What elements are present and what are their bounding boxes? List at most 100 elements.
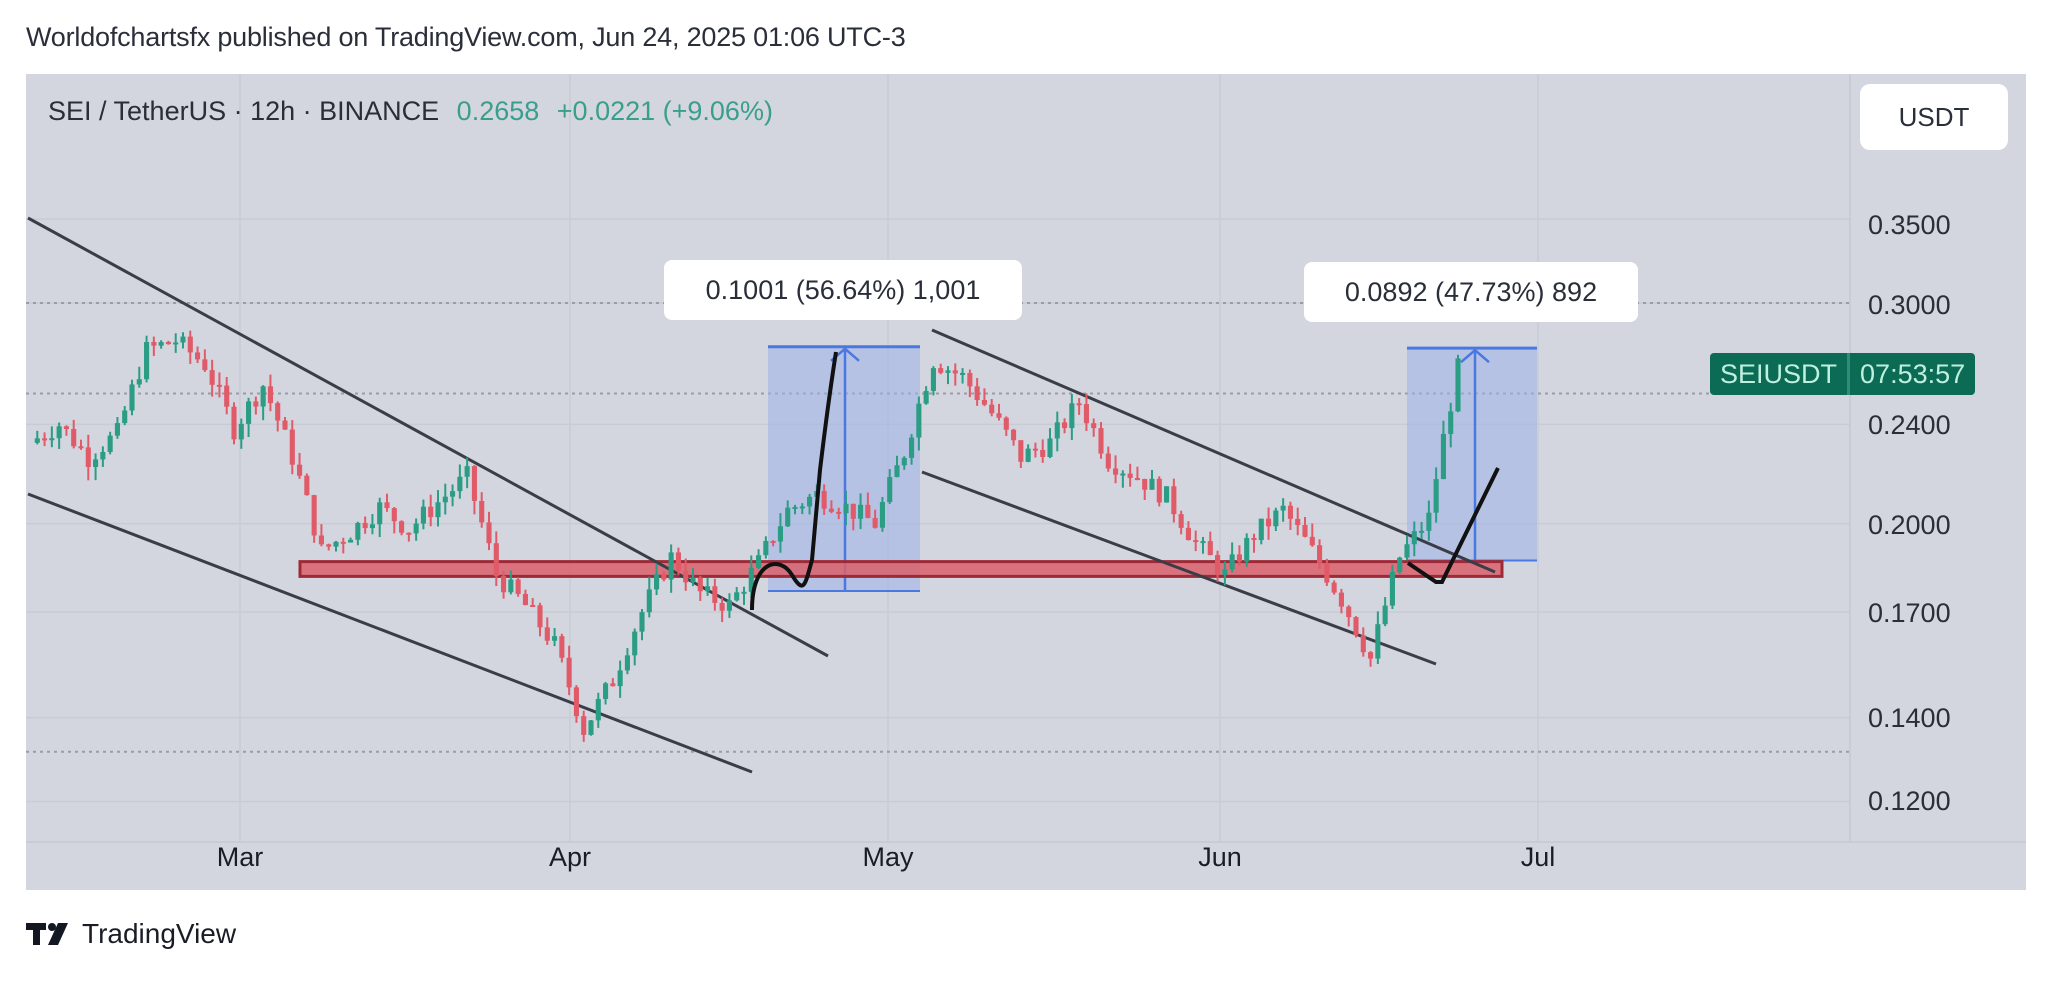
- candle-up: [442, 496, 448, 503]
- symbol-pair[interactable]: SEI / TetherUS · 12h · BINANCE: [48, 96, 440, 126]
- candle-up: [100, 451, 106, 460]
- candle-down: [318, 535, 324, 545]
- candle-down: [996, 413, 1002, 418]
- candle-up: [114, 423, 120, 436]
- candle-up: [457, 476, 463, 492]
- tradingview-logo[interactable]: TradingView: [26, 918, 236, 950]
- footer-brand: TradingView: [82, 918, 237, 949]
- candle-down: [1309, 536, 1315, 546]
- candle-up: [1047, 438, 1053, 457]
- candle-up: [1120, 473, 1126, 476]
- candle-down: [865, 504, 871, 518]
- candle-up: [1419, 530, 1425, 533]
- measure-arrow-head-icon: [1460, 348, 1490, 364]
- candle-down: [1287, 505, 1293, 519]
- candle-down: [1317, 545, 1323, 564]
- chart-pane[interactable]: [26, 74, 2026, 890]
- candle-down: [566, 657, 572, 688]
- candle-up: [508, 579, 514, 593]
- candle-down: [1178, 514, 1184, 528]
- candle-down: [1295, 518, 1301, 526]
- channel-trendline: [27, 216, 829, 658]
- candle-down: [340, 541, 346, 544]
- candle-up: [923, 390, 929, 404]
- last-price-badge: SEIUSDT 07:53:57: [1710, 353, 1976, 395]
- candle-down: [967, 372, 973, 387]
- candle-up: [807, 496, 813, 507]
- candle-down: [675, 552, 681, 571]
- candle-up: [705, 586, 711, 592]
- candle-up: [1382, 605, 1388, 625]
- candle-up: [726, 600, 732, 611]
- price-chart-canvas[interactable]: [26, 74, 2026, 890]
- candle-down: [1215, 555, 1221, 575]
- candle-up: [1448, 411, 1454, 434]
- candle-down: [1113, 468, 1119, 475]
- candle-down: [231, 406, 237, 440]
- candle-up: [930, 368, 936, 391]
- candle-down: [1346, 606, 1352, 618]
- candle-up: [136, 379, 142, 385]
- channel-trendline: [931, 328, 1496, 574]
- candle-down: [1062, 422, 1068, 429]
- last-price: 0.2658: [456, 96, 540, 126]
- candle-up: [909, 437, 915, 458]
- candle-down: [1040, 449, 1046, 457]
- candle-down: [537, 605, 543, 628]
- candle-down: [209, 370, 215, 385]
- candle-down: [224, 385, 230, 407]
- candle-up: [945, 370, 951, 373]
- candle-down: [165, 342, 171, 345]
- candle-down: [1236, 554, 1242, 562]
- candle-up: [333, 541, 339, 547]
- candle-down: [515, 579, 521, 594]
- candle-up: [1375, 624, 1381, 659]
- candle-up: [1389, 572, 1395, 606]
- candle-down: [981, 399, 987, 405]
- candle-down: [1266, 518, 1272, 527]
- candle-down: [719, 602, 725, 611]
- candle-up: [435, 502, 441, 518]
- candle-up: [464, 466, 470, 477]
- candle-down: [1324, 563, 1330, 583]
- candle-up: [916, 403, 922, 438]
- candle-up: [1054, 422, 1060, 439]
- candle-down: [683, 570, 689, 583]
- candle-down: [1251, 537, 1257, 541]
- candle-down: [1193, 540, 1199, 543]
- candle-down: [406, 532, 412, 535]
- candle-down: [1302, 525, 1308, 537]
- candle-up: [49, 438, 55, 441]
- candle-down: [362, 522, 368, 529]
- published-by-text: Worldofchartsfx published on TradingView…: [26, 22, 906, 52]
- candle-up: [1404, 544, 1410, 558]
- candle-down: [952, 370, 958, 374]
- candle-down: [311, 495, 317, 536]
- candle-up: [238, 423, 244, 440]
- candle-down: [63, 426, 69, 429]
- candle-down: [573, 687, 579, 717]
- measure-label-1[interactable]: 0.1001 (56.64%) 1,001: [664, 260, 1022, 320]
- y-axis-label: 0.1200: [1868, 786, 1951, 816]
- candle-up: [260, 386, 266, 407]
- candle-up: [369, 524, 375, 529]
- currency-button[interactable]: USDT: [1860, 84, 2008, 150]
- candle-up: [1258, 518, 1264, 541]
- candle-down: [712, 586, 718, 603]
- candle-down: [1127, 473, 1133, 479]
- candle-down: [828, 508, 834, 512]
- y-axis-label: 0.1700: [1868, 598, 1951, 628]
- x-axis-label: Jul: [1520, 842, 1556, 872]
- candle-up: [799, 506, 805, 509]
- candle-up: [668, 552, 674, 580]
- candle-down: [1134, 478, 1140, 481]
- candle-down: [391, 508, 397, 522]
- candle-down: [479, 500, 485, 523]
- candle-down: [71, 428, 77, 447]
- candle-down: [275, 403, 281, 421]
- badge-countdown: 07:53:57: [1850, 353, 1976, 395]
- measure-label-2[interactable]: 0.0892 (47.73%) 892: [1304, 262, 1638, 322]
- candle-up: [1244, 537, 1250, 562]
- candle-up: [173, 342, 179, 345]
- candle-down: [1011, 429, 1017, 441]
